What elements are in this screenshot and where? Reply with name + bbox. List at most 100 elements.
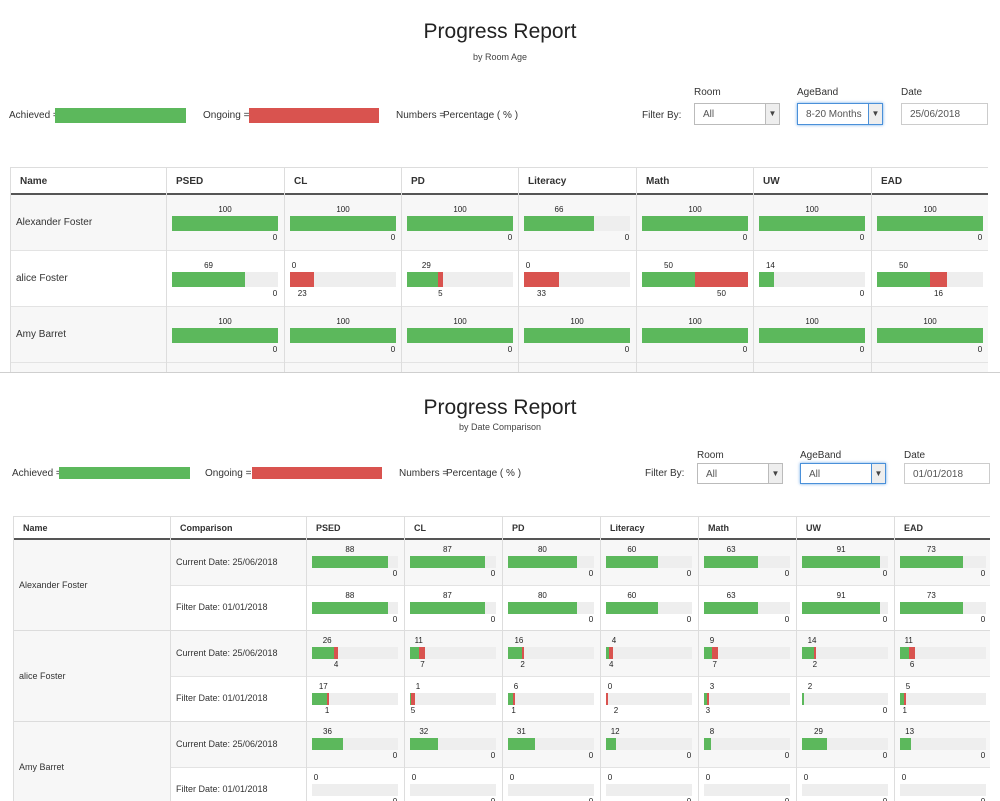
student-name[interactable]: Amy Barret — [19, 762, 64, 772]
achieved-bar — [704, 602, 758, 614]
achieved-bar — [900, 738, 911, 750]
achieved-bar — [524, 216, 594, 231]
achieved-bar — [508, 556, 577, 568]
ongoing-value: 0 — [870, 569, 900, 578]
progress-track — [508, 738, 594, 750]
room-select[interactable]: All ▼ — [697, 463, 783, 484]
ongoing-bar — [334, 647, 337, 659]
column-header-pd[interactable]: PD — [512, 523, 525, 533]
student-name[interactable]: Alexander Foster — [19, 580, 88, 590]
ongoing-value: 0 — [576, 797, 606, 801]
achieved-bar — [802, 693, 804, 705]
achieved-bar — [410, 556, 485, 568]
column-divider — [871, 167, 872, 372]
page-subtitle: by Date Comparison — [0, 422, 1000, 432]
date-input[interactable]: 25/06/2018 — [901, 103, 988, 125]
ongoing-value: 0 — [478, 797, 508, 801]
column-divider — [600, 516, 601, 801]
column-header-literacy[interactable]: Literacy — [528, 176, 566, 187]
table-top-border — [13, 516, 990, 517]
student-name[interactable]: alice Foster — [19, 671, 66, 681]
achieved-bar — [312, 556, 388, 568]
column-header-uw[interactable]: UW — [806, 523, 821, 533]
filter-by-label: Filter By: — [645, 468, 684, 479]
legend-numbers-value: Percentage ( % ) — [443, 110, 518, 121]
chevron-down-icon[interactable]: ▼ — [868, 104, 882, 124]
achieved-bar — [508, 647, 522, 659]
date-input[interactable]: 01/01/2018 — [904, 463, 990, 484]
room-select[interactable]: All ▼ — [694, 103, 780, 125]
column-header-math[interactable]: Math — [708, 523, 729, 533]
ageband-select[interactable]: All ▼ — [800, 463, 886, 484]
column-header-psed[interactable]: PSED — [176, 176, 203, 187]
progress-track — [290, 328, 396, 343]
achieved-value: 100 — [445, 317, 475, 326]
ongoing-value: 2 — [601, 706, 631, 715]
achieved-value: 13 — [895, 727, 925, 736]
column-header-pd[interactable]: PD — [411, 176, 425, 187]
column-header-cl[interactable]: CL — [414, 523, 426, 533]
achieved-bar — [524, 328, 630, 343]
progress-track — [802, 784, 888, 796]
student-name[interactable]: Alexander Foster — [16, 217, 92, 228]
achieved-value: 80 — [527, 545, 557, 554]
column-header-psed[interactable]: PSED — [316, 523, 341, 533]
column-header-comparison[interactable]: Comparison — [180, 523, 233, 533]
progress-track — [508, 693, 594, 705]
student-name[interactable]: Amy Barret — [16, 329, 66, 340]
progress-track — [877, 272, 983, 287]
student-name[interactable]: alice Foster — [16, 273, 68, 284]
ongoing-value: 0 — [495, 233, 525, 242]
page-title: Progress Report — [0, 20, 1000, 44]
ageband-select[interactable]: 8-20 Months ▼ — [797, 103, 883, 125]
ongoing-bar — [695, 272, 748, 287]
progress-track — [759, 272, 865, 287]
column-header-ead[interactable]: EAD — [904, 523, 923, 533]
achieved-bar — [410, 738, 438, 750]
room-label: Room — [697, 450, 724, 461]
column-header-math[interactable]: Math — [646, 176, 669, 187]
column-header-name[interactable]: Name — [23, 523, 48, 533]
achieved-value: 50 — [889, 261, 919, 270]
achieved-bar — [704, 738, 711, 750]
ongoing-bar — [712, 647, 718, 659]
column-header-literacy[interactable]: Literacy — [610, 523, 645, 533]
ongoing-value: 0 — [380, 569, 410, 578]
column-header-cl[interactable]: CL — [294, 176, 307, 187]
ongoing-bar — [290, 272, 314, 287]
achieved-bar — [407, 272, 438, 287]
chevron-down-icon[interactable]: ▼ — [871, 464, 885, 483]
progress-track — [508, 556, 594, 568]
column-header-ead[interactable]: EAD — [881, 176, 902, 187]
column-divider — [502, 516, 503, 801]
column-header-name[interactable]: Name — [20, 176, 47, 187]
achieved-value: 100 — [797, 205, 827, 214]
progress-track — [410, 784, 496, 796]
ageband-select-value: All — [809, 469, 820, 480]
ongoing-value: 0 — [847, 345, 877, 354]
column-header-uw[interactable]: UW — [763, 176, 780, 187]
progress-track — [508, 647, 594, 659]
ongoing-value: 0 — [965, 233, 995, 242]
achieved-bar — [410, 602, 485, 614]
ongoing-value: 7 — [700, 660, 730, 669]
chevron-down-icon[interactable]: ▼ — [768, 464, 782, 483]
chevron-down-icon[interactable]: ▼ — [765, 104, 779, 124]
achieved-bar — [802, 602, 880, 614]
